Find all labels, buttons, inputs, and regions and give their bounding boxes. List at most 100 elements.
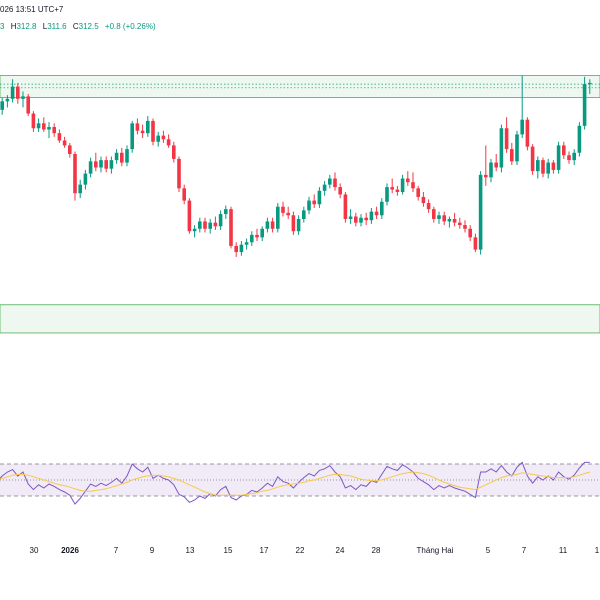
x-tick-label: 17: [260, 546, 269, 555]
candle-body: [525, 119, 530, 147]
candle-body: [78, 184, 82, 194]
rsi-line: [0, 461, 590, 505]
candle: [588, 79, 592, 94]
candle-body: [380, 201, 384, 216]
candle-body: [270, 221, 275, 229]
candle: [364, 212, 368, 226]
candle: [520, 75, 524, 139]
candle-body: [499, 128, 504, 168]
candle: [229, 206, 233, 249]
candle-body: [530, 146, 535, 172]
candle: [187, 198, 192, 234]
candle-body: [146, 120, 150, 134]
candle-body: [421, 196, 426, 204]
candle-body: [16, 86, 20, 99]
candle-body: [348, 216, 353, 219]
candle: [322, 180, 327, 196]
candle: [577, 122, 582, 157]
candle-body: [426, 203, 431, 210]
x-tick-label: 9: [150, 546, 155, 555]
candle: [437, 211, 441, 224]
candle: [473, 233, 478, 253]
candle: [140, 124, 145, 139]
candle: [244, 238, 249, 250]
candle-body: [478, 174, 483, 250]
candle: [567, 151, 571, 164]
candle: [426, 199, 431, 213]
candle-body: [411, 182, 415, 189]
candle: [452, 212, 457, 227]
candle: [333, 172, 337, 191]
candle: [156, 131, 160, 147]
candle-body: [62, 140, 67, 146]
ohlc-readout: 3 H312.8 L311.6 C312.5 +0.8 (+0.26%): [0, 22, 156, 31]
candle: [52, 123, 56, 137]
candle: [239, 241, 244, 256]
candle: [94, 152, 98, 172]
candle: [286, 206, 290, 219]
candle-body: [260, 228, 264, 238]
candle-body: [354, 216, 358, 223]
candle-body: [328, 178, 332, 185]
candle: [312, 194, 316, 208]
candle-body: [31, 113, 36, 129]
candle: [296, 215, 301, 235]
candle-body: [120, 152, 124, 163]
candle: [317, 187, 322, 208]
candle-body: [577, 125, 582, 153]
candle-body: [198, 221, 202, 229]
candle-body: [333, 178, 337, 188]
candle-body: [250, 234, 254, 243]
candle: [47, 122, 51, 139]
candle-body: [276, 206, 280, 229]
candle-body: [307, 200, 311, 211]
candle-body: [208, 222, 212, 229]
candle-body: [156, 135, 160, 142]
candle: [130, 120, 134, 153]
candle: [260, 226, 264, 242]
candle-body: [73, 154, 77, 194]
candle-body: [130, 123, 134, 150]
candle: [291, 211, 296, 235]
candle: [182, 184, 186, 205]
candle-body: [182, 188, 186, 201]
candle: [494, 154, 498, 172]
candle: [172, 141, 176, 163]
candle-body: [312, 200, 316, 205]
candle-body: [556, 145, 561, 170]
candle-body: [317, 190, 322, 205]
candle: [21, 91, 25, 108]
candle-body: [42, 123, 46, 130]
candle-body: [520, 119, 524, 135]
candle-body: [572, 152, 576, 161]
candle: [218, 210, 223, 230]
candle: [203, 217, 207, 233]
candle-body: [504, 128, 509, 150]
header-datetime: 026 13:51 UTC+7: [0, 5, 64, 14]
ohlc-open-value: 3: [0, 22, 5, 31]
candle: [135, 118, 140, 135]
candle-body: [0, 101, 4, 110]
candle: [385, 183, 389, 206]
candle: [525, 117, 530, 151]
candle: [468, 225, 472, 242]
candle-body: [68, 145, 72, 154]
candle-body: [536, 160, 540, 172]
candle-body: [447, 218, 452, 222]
candle: [88, 157, 93, 178]
x-tick-label: 22: [296, 546, 305, 555]
candle-body: [224, 209, 228, 215]
candle: [307, 196, 311, 215]
candle-body: [458, 222, 462, 226]
x-tick-label: 2026: [61, 546, 79, 555]
candle: [416, 185, 420, 201]
price-zone-0: [0, 75, 600, 99]
candle: [224, 205, 228, 219]
candle: [463, 220, 467, 233]
candle: [5, 95, 10, 108]
candle-body: [588, 82, 592, 85]
candle-body: [395, 189, 400, 192]
candle: [73, 151, 77, 201]
candle: [208, 218, 212, 234]
